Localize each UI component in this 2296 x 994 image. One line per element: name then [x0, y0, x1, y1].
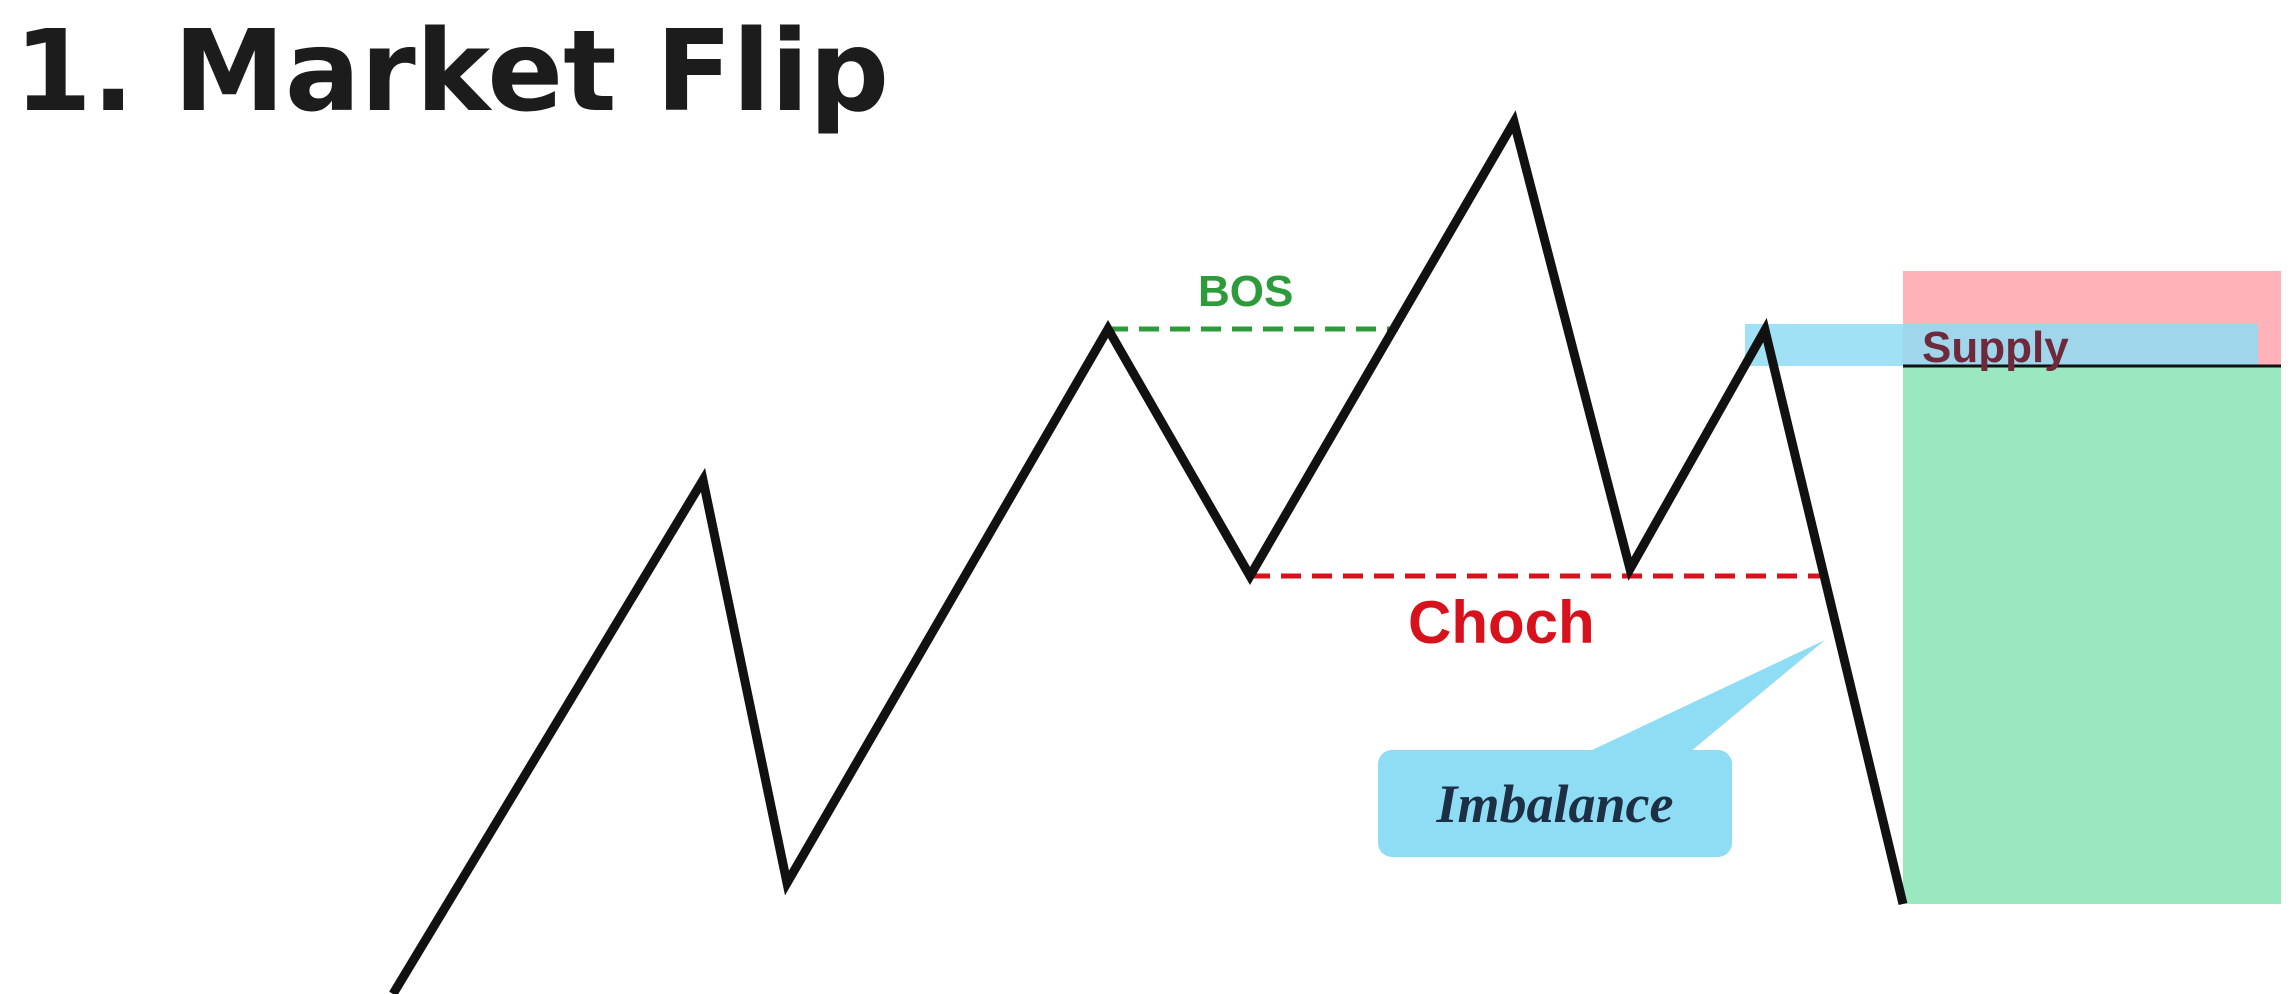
imbalance-zone: [1745, 324, 2258, 366]
bos-label: BOS: [1198, 267, 1293, 316]
target-zone: [1903, 366, 2281, 904]
imbalance-callout-box: [1378, 750, 1732, 857]
imbalance-callout-pointer: [1588, 640, 1825, 752]
price-path: [389, 110, 1908, 994]
supply-label: Supply: [1922, 323, 2069, 372]
choch-label: Choch: [1408, 589, 1595, 656]
imbalance-label: Imbalance: [1436, 774, 1674, 834]
page-title: 1. Market Flip: [14, 7, 889, 137]
